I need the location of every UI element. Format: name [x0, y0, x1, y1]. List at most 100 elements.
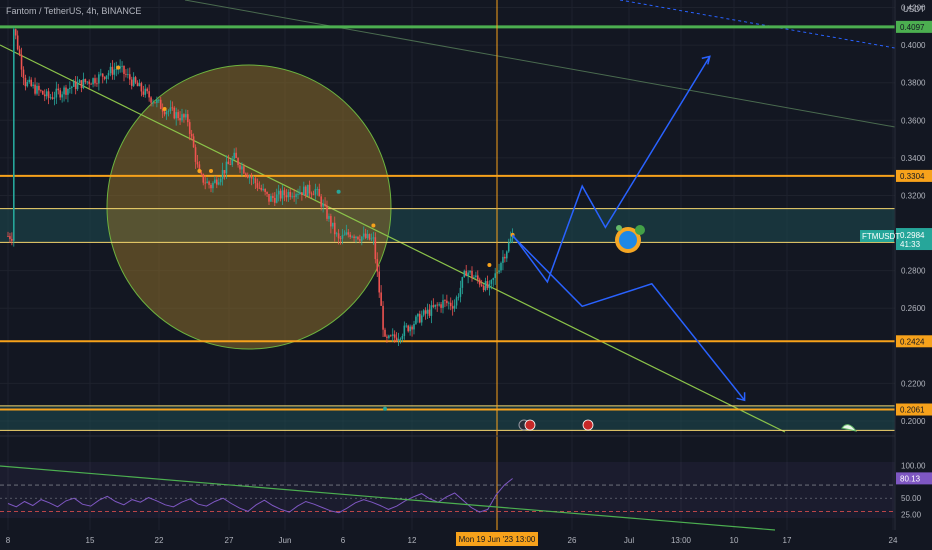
- candle-body: [107, 73, 110, 76]
- candle-body: [194, 147, 197, 162]
- level-tag-bg: [896, 403, 932, 416]
- candle-body: [163, 111, 166, 115]
- candle-body: [274, 197, 276, 203]
- candle-body: [355, 236, 357, 239]
- rsi-trendline: [0, 465, 776, 531]
- price-tags: 0.4097 0.3304 0.2424 0.2061 0.298441:33FTMUS…: [860, 20, 932, 485]
- highlight-circle: [106, 64, 392, 350]
- candle-body: [47, 91, 50, 98]
- candle-body: [61, 94, 63, 98]
- candle-body: [343, 234, 346, 236]
- candle-body: [92, 78, 94, 85]
- candle-body: [241, 166, 243, 170]
- candle-body: [349, 234, 351, 237]
- candle-body: [22, 69, 25, 78]
- candle-body: [248, 176, 251, 178]
- candle-body: [446, 300, 448, 304]
- candle-body: [208, 181, 210, 185]
- level-tag: 0.2061: [900, 406, 925, 415]
- candle-body: [480, 284, 483, 286]
- upper-channel-line: [184, 0, 896, 128]
- candle-body: [459, 287, 462, 297]
- candle-body: [403, 325, 406, 336]
- candle-body: [233, 152, 235, 159]
- level-tag: 0.3304: [900, 172, 925, 181]
- candle-body: [293, 196, 295, 198]
- rsi-band: [0, 462, 895, 518]
- candle-body: [254, 178, 257, 184]
- candle-body: [382, 305, 384, 330]
- candle-body: [7, 236, 9, 237]
- candle-body: [330, 216, 332, 227]
- y-tick-label: 0.3800: [901, 79, 926, 88]
- candle-body: [140, 83, 143, 92]
- candle-body: [96, 83, 98, 85]
- symbol-tag: FTMUSDT: [862, 232, 900, 241]
- candle-body: [299, 192, 301, 195]
- x-tick-label: 15: [86, 536, 95, 545]
- candle-body: [101, 73, 104, 77]
- candles: [7, 27, 514, 346]
- candle-body: [76, 82, 79, 90]
- candle-body: [391, 334, 394, 336]
- candle-body: [171, 107, 174, 109]
- candle-body: [57, 88, 60, 91]
- candle-body: [372, 237, 375, 239]
- x-tick-label: 8: [6, 536, 11, 545]
- candle-body: [190, 133, 193, 137]
- x-tick-label: Jul: [624, 536, 634, 545]
- candle-body: [361, 236, 363, 241]
- candle-body: [115, 69, 118, 70]
- candle-body: [469, 270, 471, 273]
- level-tag: 0.2424: [900, 337, 925, 346]
- x-tick-label: 13:00: [671, 536, 692, 545]
- candle-body: [158, 99, 160, 101]
- candle-body: [260, 187, 263, 190]
- candle-body: [380, 292, 382, 306]
- candle-body: [417, 313, 419, 317]
- event-icons: [518, 419, 594, 431]
- candle-body: [401, 335, 404, 339]
- candle-body: [455, 297, 458, 306]
- candle-body: [326, 205, 328, 219]
- candle-body: [227, 161, 230, 165]
- candle-body: [339, 238, 342, 240]
- candle-body: [393, 334, 396, 338]
- candle-body: [67, 88, 69, 95]
- candle-body: [270, 196, 272, 202]
- candle-body: [303, 186, 305, 196]
- rsi-value-label: 80.13: [900, 474, 921, 483]
- candle-body: [376, 259, 379, 272]
- candle-body: [138, 83, 141, 87]
- candle-body: [420, 315, 423, 323]
- candle-body: [478, 279, 481, 285]
- candle-body: [212, 182, 214, 189]
- candle-body: [38, 85, 40, 91]
- price-axis-bg: [895, 0, 932, 550]
- dashed-trendline: [619, 0, 896, 49]
- candle-body: [142, 91, 145, 95]
- signal-dot: [197, 169, 202, 174]
- candle-body: [217, 182, 220, 185]
- candle-body: [88, 81, 90, 84]
- symbol-tag-bg: [860, 230, 894, 243]
- y-tick-label: 0.2200: [901, 379, 926, 388]
- candle-body: [188, 122, 191, 134]
- y-tick-label: 0.3400: [901, 154, 926, 163]
- price-axis-label: USDT: [903, 5, 925, 14]
- candle-body: [436, 304, 438, 306]
- candle-body: [173, 107, 176, 119]
- candle-body: [390, 335, 392, 337]
- signal-dot: [162, 107, 167, 111]
- y-tick-label: 0.2600: [901, 304, 926, 313]
- candle-body: [136, 82, 139, 87]
- candle-body: [397, 338, 400, 341]
- candle-body: [245, 173, 247, 176]
- candle-body: [428, 309, 431, 316]
- candle-body: [314, 189, 317, 195]
- candle-body: [463, 270, 466, 278]
- candle-body: [202, 173, 205, 183]
- candle-body: [388, 335, 390, 338]
- signal-dot: [116, 65, 121, 70]
